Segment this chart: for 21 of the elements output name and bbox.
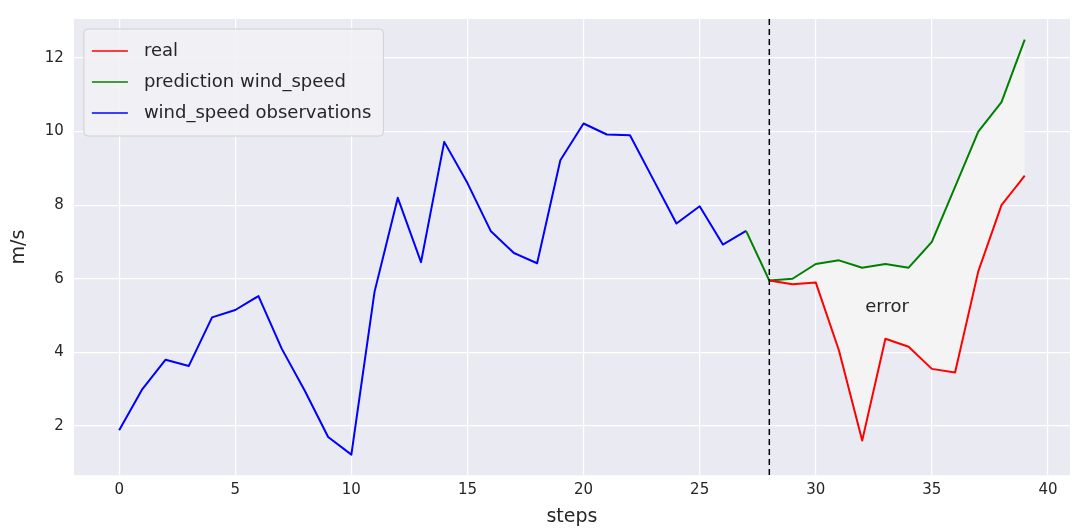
- x-tick-label: 5: [230, 480, 241, 499]
- legend-label: real: [143, 38, 179, 60]
- annotation: error: [865, 295, 910, 317]
- y-tick-label: 4: [54, 342, 64, 361]
- x-tick-label: 15: [457, 480, 477, 499]
- y-axis-title: m/s: [6, 229, 29, 265]
- legend-label: prediction wind_speed: [143, 69, 346, 92]
- y-tick-label: 10: [44, 121, 64, 140]
- x-tick-label: 40: [1038, 480, 1058, 499]
- x-tick-label: 20: [574, 480, 594, 499]
- x-tick-label: 35: [922, 480, 942, 499]
- legend-label: wind_speed observations: [143, 100, 372, 123]
- x-tick-label: 30: [806, 480, 826, 499]
- y-tick-label: 12: [44, 47, 64, 66]
- x-tick-label: 0: [114, 480, 124, 499]
- y-tick-label: 2: [54, 415, 64, 434]
- y-tick-label: 8: [54, 195, 64, 214]
- x-tick-label: 25: [690, 480, 710, 499]
- x-tick-label: 10: [341, 480, 361, 499]
- y-tick-label: 6: [54, 268, 64, 287]
- x-axis-title: steps: [546, 503, 598, 526]
